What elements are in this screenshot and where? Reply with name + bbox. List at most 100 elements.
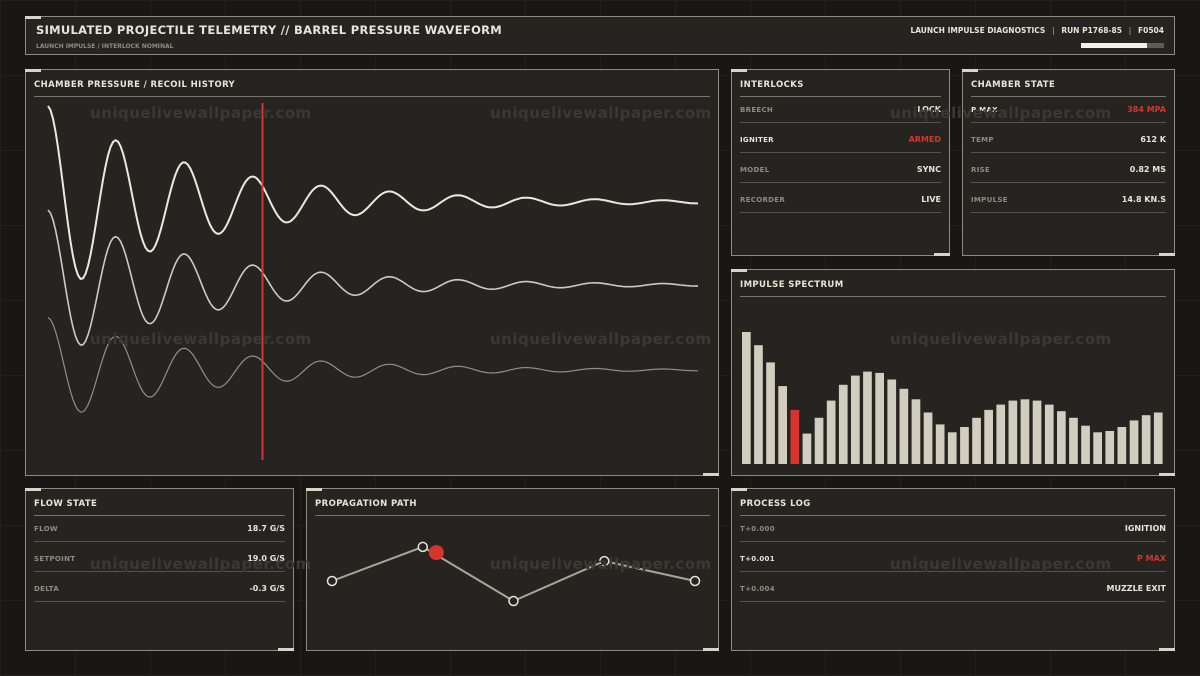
flow-row-setpoint: SETPOINT 19.0 G/S bbox=[34, 549, 285, 572]
spectrum-bar bbox=[984, 409, 993, 464]
progress-fill bbox=[1081, 43, 1148, 48]
row-value: 14.8 KN.S bbox=[1121, 195, 1166, 204]
flow-row-delta: DELTA -0.3 G/S bbox=[34, 579, 285, 602]
spectrum-bar bbox=[1129, 420, 1139, 464]
propagation-node bbox=[599, 555, 610, 567]
watermark: uniquelivewallpaper.com bbox=[90, 555, 312, 573]
row-key: T+0.001 bbox=[740, 555, 775, 563]
row-value: 0.82 MS bbox=[1129, 165, 1166, 174]
spectrum-bar bbox=[814, 417, 824, 464]
spectrum-bar bbox=[875, 372, 884, 464]
spectrum-title: IMPULSE SPECTRUM bbox=[740, 280, 844, 290]
watermark: uniquelivewallpaper.com bbox=[890, 555, 1112, 573]
row-key: IGNITER bbox=[740, 136, 774, 144]
row-key: T+0.004 bbox=[740, 585, 775, 593]
spectrum-bar bbox=[838, 384, 848, 464]
row-key: IMPULSE bbox=[971, 196, 1008, 204]
row-value: LIVE bbox=[921, 195, 941, 204]
spectrum-bar bbox=[996, 404, 1006, 464]
spectrum-bar bbox=[960, 427, 969, 464]
row-key: RISE bbox=[971, 166, 991, 174]
row-value: IGNITION bbox=[1124, 524, 1166, 533]
spectrum-bar bbox=[766, 362, 775, 464]
row-value: -0.3 G/S bbox=[249, 584, 285, 593]
row-key: BREECH bbox=[740, 106, 774, 114]
row-value: 18.7 G/S bbox=[247, 524, 285, 533]
chamber-row-rise: RISE 0.82 MS bbox=[971, 160, 1166, 183]
spectrum-chart bbox=[742, 332, 1163, 464]
frame-label: F0504 bbox=[1138, 26, 1164, 35]
spectrum-bar bbox=[1153, 412, 1163, 464]
spectrum-bar bbox=[1093, 432, 1102, 464]
chamber-title: CHAMBER STATE bbox=[971, 80, 1056, 90]
row-value: 612 K bbox=[1140, 135, 1166, 144]
projectile-marker bbox=[428, 545, 444, 561]
spectrum-bar bbox=[802, 433, 812, 464]
row-key: MODEL bbox=[740, 166, 770, 174]
waveform-series-1 bbox=[47, 105, 698, 281]
page-title: SIMULATED PROJECTILE TELEMETRY // BARREL… bbox=[36, 23, 503, 37]
propagation-title: PROPAGATION PATH bbox=[315, 499, 417, 509]
spectrum-bar bbox=[742, 332, 751, 464]
row-value: 384 MPA bbox=[1127, 105, 1166, 114]
chamber-panel: CHAMBER STATE P MAX 384 MPA TEMP 612 K R… bbox=[962, 69, 1175, 256]
spectrum-bar bbox=[1081, 425, 1090, 464]
spectrum-bar bbox=[1069, 417, 1078, 464]
row-key: P MAX bbox=[971, 106, 998, 114]
watermark: uniquelivewallpaper.com bbox=[490, 104, 712, 122]
watermark: uniquelivewallpaper.com bbox=[890, 104, 1112, 122]
interlock-row-recorder: RECORDER LIVE bbox=[740, 190, 941, 213]
spectrum-bar bbox=[899, 388, 909, 464]
spectrum-bar bbox=[790, 409, 800, 464]
waveform-series-2 bbox=[47, 209, 698, 346]
interlocks-panel: INTERLOCKS BREECH LOCK IGNITER ARMED MOD… bbox=[731, 69, 950, 256]
chamber-row-impulse: IMPULSE 14.8 KN.S bbox=[971, 190, 1166, 213]
spectrum-bar bbox=[1105, 431, 1115, 464]
spectrum-bar bbox=[1032, 400, 1042, 464]
interlocks-title: INTERLOCKS bbox=[740, 80, 804, 90]
spectrum-bar bbox=[1141, 415, 1151, 464]
spectrum-bar bbox=[1008, 400, 1018, 464]
progress-track bbox=[1081, 43, 1164, 48]
spectrum-bar bbox=[754, 345, 763, 464]
row-key: RECORDER bbox=[740, 196, 786, 204]
log-title: PROCESS LOG bbox=[740, 499, 811, 509]
spectrum-bar bbox=[851, 375, 860, 464]
propagation-chart bbox=[326, 541, 701, 607]
row-value: MUZZLE EXIT bbox=[1106, 584, 1166, 593]
spectrum-bar bbox=[972, 417, 981, 464]
interlock-row-model: MODEL SYNC bbox=[740, 160, 941, 183]
watermark: uniquelivewallpaper.com bbox=[90, 104, 312, 122]
spectrum-bar bbox=[947, 432, 957, 464]
spectrum-bar bbox=[1044, 404, 1054, 464]
header-subtitle: LAUNCH IMPULSE / INTERLOCK NOMINAL bbox=[36, 43, 174, 50]
waveform-panel: CHAMBER PRESSURE / RECOIL HISTORY bbox=[25, 69, 719, 476]
log-row-muzzle: T+0.004 MUZZLE EXIT bbox=[740, 579, 1166, 602]
log-row-ignition: T+0.000 IGNITION bbox=[740, 519, 1166, 542]
waveform-title: CHAMBER PRESSURE / RECOIL HISTORY bbox=[34, 80, 236, 90]
spectrum-bar bbox=[911, 399, 921, 464]
row-key: SETPOINT bbox=[34, 555, 76, 563]
spectrum-bar bbox=[778, 386, 787, 464]
propagation-node bbox=[417, 541, 429, 553]
flow-panel: FLOW STATE FLOW 18.7 G/S SETPOINT 19.0 G… bbox=[25, 488, 294, 651]
spectrum-bar bbox=[1117, 427, 1127, 464]
header-meta: LAUNCH IMPULSE DIAGNOSTICS | RUN P1768-8… bbox=[910, 26, 1164, 35]
diag-label: LAUNCH IMPULSE DIAGNOSTICS bbox=[910, 26, 1046, 35]
interlock-row-igniter: IGNITER ARMED bbox=[740, 130, 941, 153]
propagation-node bbox=[326, 575, 338, 587]
propagation-node bbox=[508, 595, 519, 607]
watermark: uniquelivewallpaper.com bbox=[90, 330, 312, 348]
row-value: 19.0 G/S bbox=[247, 554, 285, 563]
spectrum-bar bbox=[1057, 411, 1066, 464]
run-label: RUN P1768-85 bbox=[1061, 26, 1122, 35]
chamber-row-pmax: P MAX 384 MPA bbox=[971, 100, 1166, 123]
spectrum-bar bbox=[935, 424, 945, 464]
row-key: DELTA bbox=[34, 585, 60, 593]
interlock-row-breech: BREECH LOCK bbox=[740, 100, 941, 123]
watermark: uniquelivewallpaper.com bbox=[890, 330, 1112, 348]
header-bar: SIMULATED PROJECTILE TELEMETRY // BARREL… bbox=[25, 16, 1175, 55]
spectrum-bar bbox=[887, 379, 897, 464]
flow-title: FLOW STATE bbox=[34, 499, 98, 509]
propagation-node bbox=[689, 575, 701, 587]
